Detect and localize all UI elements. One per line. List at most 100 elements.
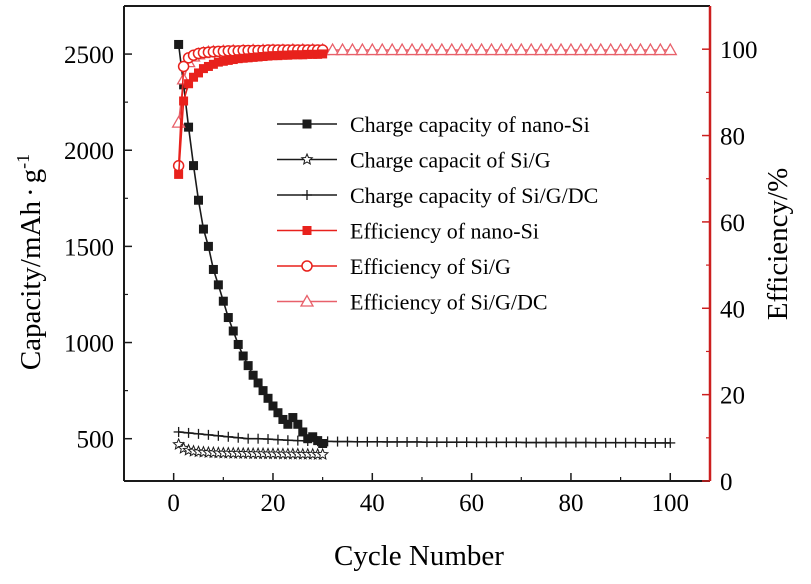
legend-label: Charge capacity of nano-Si bbox=[350, 112, 590, 137]
data-point bbox=[193, 195, 203, 205]
x-tick-label: 60 bbox=[459, 490, 484, 517]
data-point bbox=[203, 429, 214, 440]
data-point bbox=[623, 42, 638, 56]
data-point bbox=[444, 42, 459, 56]
data-point bbox=[504, 42, 519, 56]
left-axis-title-main: Capacity/mAh bbox=[15, 201, 47, 371]
data-point bbox=[243, 53, 253, 63]
legend-label: Charge capacity of Si/G/DC bbox=[350, 183, 598, 208]
data-point bbox=[173, 426, 184, 437]
data-point bbox=[352, 436, 363, 447]
data-point bbox=[292, 435, 303, 446]
x-tick-label: 80 bbox=[558, 490, 583, 517]
x-axis-title: Cycle Number bbox=[334, 540, 504, 572]
data-point bbox=[233, 339, 243, 349]
data-point bbox=[534, 42, 549, 56]
right-axis-title: Efficiency/% bbox=[762, 168, 794, 320]
data-point bbox=[421, 437, 432, 448]
right-y-tick-label: 60 bbox=[720, 210, 745, 237]
data-point bbox=[355, 42, 370, 56]
data-point bbox=[551, 437, 562, 448]
data-point bbox=[362, 436, 373, 447]
data-point bbox=[268, 51, 278, 61]
legend-marker bbox=[299, 294, 315, 307]
data-point bbox=[630, 437, 641, 448]
data-point bbox=[303, 434, 313, 444]
data-point bbox=[298, 50, 308, 60]
data-point bbox=[573, 42, 589, 56]
data-point bbox=[650, 437, 661, 448]
data-point bbox=[484, 42, 499, 56]
data-point bbox=[174, 39, 184, 49]
data-point bbox=[521, 437, 532, 448]
left-y-tick-label: 1000 bbox=[64, 331, 114, 358]
data-point bbox=[392, 436, 403, 447]
data-point bbox=[248, 52, 258, 62]
data-point bbox=[372, 436, 383, 447]
data-point bbox=[189, 161, 199, 171]
legend-marker bbox=[302, 119, 312, 129]
data-point bbox=[258, 386, 268, 396]
legend-entry: Charge capacity of Si/G/DC bbox=[277, 183, 598, 208]
left-y-tick-label: 1500 bbox=[64, 234, 114, 261]
data-point bbox=[402, 436, 413, 447]
data-point bbox=[474, 42, 489, 56]
data-point bbox=[434, 42, 449, 56]
data-point bbox=[325, 42, 340, 56]
data-point bbox=[243, 433, 254, 444]
data-point bbox=[590, 437, 601, 448]
data-point bbox=[461, 437, 472, 448]
series-line bbox=[178, 431, 671, 444]
data-point bbox=[263, 434, 274, 445]
data-point bbox=[263, 51, 273, 61]
data-point bbox=[424, 42, 440, 56]
data-point bbox=[228, 55, 238, 65]
data-point bbox=[524, 42, 539, 56]
data-point bbox=[233, 54, 243, 64]
x-tick-label: 20 bbox=[260, 490, 285, 517]
data-point bbox=[177, 60, 190, 73]
data-point bbox=[272, 434, 283, 445]
left-axis-title-unit: g bbox=[15, 169, 47, 184]
data-point bbox=[213, 280, 223, 290]
right-y-tick-label: 0 bbox=[720, 469, 733, 496]
data-point bbox=[563, 42, 579, 56]
data-point bbox=[253, 52, 263, 62]
left-axis-title: Capacity/mAh · g-1 bbox=[13, 154, 47, 370]
data-point bbox=[431, 437, 442, 448]
data-point bbox=[603, 42, 618, 56]
data-point bbox=[600, 437, 611, 448]
series-efficiency-of-nano-si bbox=[174, 49, 328, 179]
data-point bbox=[593, 42, 608, 56]
data-point bbox=[308, 432, 318, 442]
series-charge-capacit-of-si-g bbox=[172, 437, 330, 460]
data-point bbox=[278, 50, 288, 60]
x-tick-label: 0 bbox=[167, 490, 180, 517]
data-point bbox=[394, 42, 410, 56]
left-axis-title-sep: · bbox=[15, 187, 47, 197]
data-point bbox=[288, 413, 298, 423]
data-point bbox=[238, 351, 248, 361]
data-point bbox=[318, 439, 328, 448]
data-point bbox=[208, 264, 218, 274]
data-point bbox=[263, 393, 273, 403]
data-point bbox=[283, 419, 293, 429]
data-point bbox=[570, 437, 581, 448]
data-point bbox=[223, 431, 234, 442]
data-point bbox=[298, 427, 308, 437]
data-point bbox=[293, 419, 303, 429]
data-point bbox=[282, 435, 293, 446]
data-point bbox=[179, 96, 189, 106]
legend-marker bbox=[301, 260, 313, 272]
data-point bbox=[663, 42, 678, 56]
data-point bbox=[218, 56, 228, 66]
data-point bbox=[283, 50, 293, 60]
data-point bbox=[313, 49, 323, 59]
data-point bbox=[332, 436, 343, 447]
data-point bbox=[553, 42, 569, 56]
series-charge-capacity-of-nano-si bbox=[174, 39, 328, 448]
legend-marker bbox=[300, 152, 314, 166]
data-point bbox=[268, 401, 278, 411]
ticks-layer: 0 20 40 60 80 100 500 1000 1500 2000 2500 0 20 40 60 80… bbox=[64, 37, 758, 517]
